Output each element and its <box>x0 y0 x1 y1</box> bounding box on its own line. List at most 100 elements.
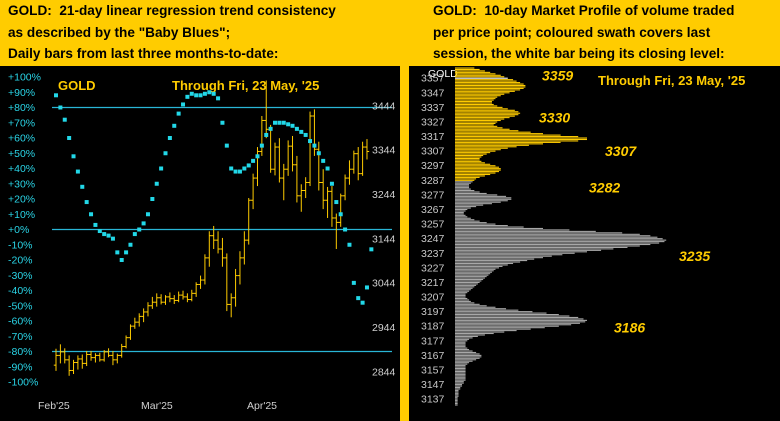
profile-bar-72 <box>455 172 496 174</box>
baby-blue-dot-49 <box>268 126 273 131</box>
trend-consistency-chart: GOLD Through Fri, 23 May, '25 +100% +90% +… <box>8 72 396 413</box>
baby-blue-dot-41 <box>233 169 238 174</box>
price-bar-41 <box>233 268 238 307</box>
profile-bar-103 <box>455 217 471 219</box>
profile-bar-59 <box>455 153 487 155</box>
profile-bar-149 <box>455 284 477 286</box>
profile-bar-192 <box>455 347 468 349</box>
profile-bar-147 <box>455 281 480 284</box>
baby-blue-dot-10 <box>97 229 102 234</box>
left-axis-tick-0: +100% <box>8 72 41 84</box>
price-bar-4 <box>71 359 76 375</box>
price-bar-67 <box>347 160 352 185</box>
baby-blue-dot-32 <box>194 93 199 98</box>
market-profile-chart: GOLD Through Fri, 23 May, '25 3357 3347 33… <box>421 67 745 405</box>
profile-bar-130 <box>455 257 543 259</box>
price-bar-27 <box>172 295 177 304</box>
profile-bar-176 <box>455 324 572 326</box>
profile-bar-23 <box>455 101 492 103</box>
profile-bar-122 <box>455 245 640 247</box>
profile-bar-40 <box>455 125 498 127</box>
profile-bar-32 <box>455 114 519 116</box>
left-axis-tick-1: +90% <box>8 87 35 99</box>
profile-bar-115 <box>455 235 651 237</box>
profile-bar-228 <box>455 400 458 402</box>
profile-bar-189 <box>455 343 466 345</box>
price-bar-51 <box>277 138 282 183</box>
profile-bar-69 <box>455 168 501 170</box>
price-bar-70 <box>360 141 365 176</box>
left-header-line-2: as described by the "Baby Blues"; <box>8 24 231 40</box>
profile-bar-179 <box>455 328 531 330</box>
profile-bar-230 <box>455 402 458 405</box>
profile-bar-18 <box>455 93 505 95</box>
profile-bar-62 <box>455 157 480 160</box>
price-bar-46 <box>255 147 260 187</box>
price-bar-7 <box>84 350 89 367</box>
profile-bar-193 <box>455 349 470 351</box>
price-bar-59 <box>312 109 317 156</box>
baby-blue-dot-65 <box>338 212 343 217</box>
baby-blue-dot-1 <box>58 105 63 110</box>
profile-bar-191 <box>455 346 466 348</box>
baby-blue-dot-25 <box>163 151 168 156</box>
right-header-line-3: session, the white bar being its closing… <box>433 46 725 61</box>
trend-chart-title: GOLD <box>58 78 96 93</box>
price-bar-3 <box>66 355 72 376</box>
price-bar-58 <box>307 111 313 187</box>
profile-bar-146 <box>455 280 482 282</box>
baby-blue-dot-24 <box>159 166 164 171</box>
profile-annotation-4: 3235 <box>679 248 710 264</box>
profile-bar-5 <box>455 74 501 76</box>
x-axis-tick-2: Apr'25 <box>247 400 277 412</box>
profile-bar-227 <box>455 398 458 400</box>
profile-bar-188 <box>455 341 466 343</box>
profile-bar-61 <box>455 156 482 158</box>
profile-bar-91 <box>455 200 508 202</box>
profile-bar-66 <box>455 163 491 165</box>
profile-bar-33 <box>455 115 515 117</box>
price-bar-65 <box>338 193 343 227</box>
profile-bar-203 <box>455 363 468 365</box>
right-axis-tick-6: 2844 <box>372 366 396 378</box>
price-tick-19: 3167 <box>421 350 445 362</box>
price-tick-6: 3297 <box>421 160 445 172</box>
price-bar-26 <box>167 292 173 303</box>
profile-bar-71 <box>455 171 499 173</box>
profile-annotation-3: 3282 <box>589 180 620 196</box>
profile-bar-6 <box>455 76 505 78</box>
profile-bar-21 <box>455 98 496 100</box>
baby-blue-dot-4 <box>71 154 76 159</box>
x-axis-tick-0: Feb'25 <box>38 400 70 412</box>
price-bar-29 <box>180 290 186 300</box>
profile-bar-212 <box>455 376 466 378</box>
baby-blue-dot-29 <box>181 102 186 107</box>
profile-bar-39 <box>455 124 494 126</box>
price-bar-0 <box>53 348 59 371</box>
profile-chart-title: GOLD <box>428 68 458 80</box>
price-bar-55 <box>294 155 300 203</box>
profile-bar-77 <box>455 179 475 181</box>
price-bar-23 <box>154 293 159 307</box>
right-axis-tick-0: 3444 <box>372 100 396 112</box>
profile-bar-136 <box>455 265 503 267</box>
profile-bar-104 <box>455 219 475 221</box>
price-bar-36 <box>211 225 216 250</box>
profile-bar-171 <box>455 316 579 319</box>
profile-annotation-0: 3359 <box>542 67 573 83</box>
price-bar-47 <box>259 116 265 156</box>
profile-bar-48 <box>455 137 587 139</box>
left-axis-tick-2: +80% <box>8 102 35 114</box>
profile-bar-46 <box>455 134 561 136</box>
profile-bar-42 <box>455 128 510 130</box>
profile-bar-142 <box>455 274 489 276</box>
profile-bar-75 <box>455 176 480 178</box>
baby-blue-dot-59 <box>312 143 317 148</box>
baby-blue-dot-33 <box>198 93 203 98</box>
profile-bar-167 <box>455 311 533 313</box>
profile-bar-172 <box>455 318 584 320</box>
profile-bar-88 <box>455 195 507 197</box>
profile-bar-180 <box>455 330 517 332</box>
left-header-line-1: GOLD: 21-day linear regression trend con… <box>8 3 336 18</box>
profile-bar-85 <box>455 191 480 193</box>
